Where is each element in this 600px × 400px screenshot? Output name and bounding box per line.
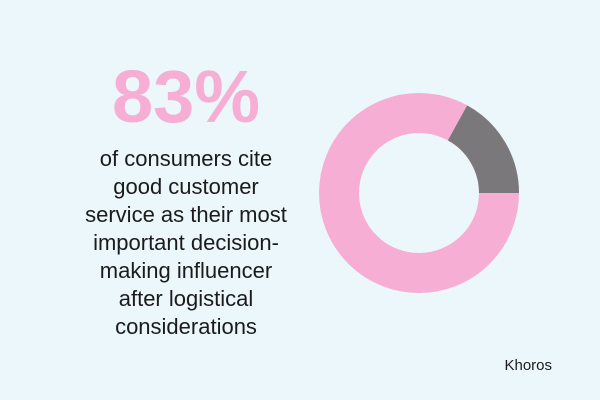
donut-chart (319, 93, 519, 293)
stat-block: 83% of consumers cite good customer serv… (36, 56, 336, 341)
stat-description: of consumers cite good customer service … (85, 146, 287, 340)
donut-secondary-segment (447, 105, 519, 194)
donut-chart-svg (319, 93, 519, 293)
attribution-text: Khoros (504, 357, 552, 374)
stat-value: 83% (111, 55, 261, 138)
